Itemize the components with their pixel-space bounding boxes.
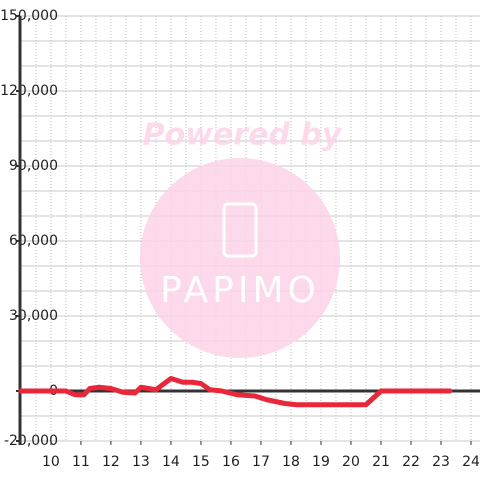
watermark-phone [222,202,258,258]
watermark: Powered by PAPIMO [140,118,343,358]
x-tick-label: 22 [402,454,420,470]
x-tick-label: 19 [312,454,330,470]
x-tick-label: 11 [72,454,90,470]
y-tick-label: 30,000 [9,308,58,324]
x-tick-label: 13 [132,454,150,470]
watermark-brand: PAPIMO [160,270,320,311]
watermark-text: Powered by [143,118,343,153]
x-tick-label: 21 [372,454,390,470]
x-tick-label: 10 [42,454,60,470]
x-tick-label: 20 [342,454,360,470]
y-tick-label: 90,000 [9,158,58,174]
series-line [18,376,453,408]
x-tick-label: 18 [282,454,300,470]
y-tick-label: 60,000 [9,233,58,249]
grid [20,15,480,442]
x-tick-label: 15 [192,454,210,470]
x-tick-label: 24 [462,454,480,470]
x-tick-label: 23 [432,454,450,470]
x-tick-label: 14 [162,454,180,470]
y-tick-label: 120,000 [0,83,58,99]
x-tick-label: 12 [102,454,120,470]
x-tick-label: 17 [252,454,270,470]
y-tick-label: 150,000 [0,8,58,24]
y-tick-label: -20,000 [4,433,58,449]
x-tick-label: 16 [222,454,240,470]
watermark-circle [140,158,340,358]
